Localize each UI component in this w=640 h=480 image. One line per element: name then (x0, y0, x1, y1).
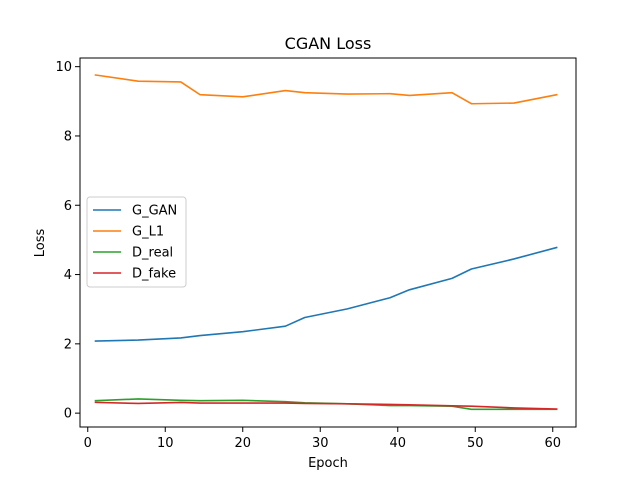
chart-title: CGAN Loss (285, 34, 372, 53)
y-axis-label: Loss (33, 229, 48, 258)
legend-label: G_L1 (132, 225, 164, 240)
plot-frame (79, 57, 577, 428)
y-tick-label: 6 (64, 199, 72, 214)
y-tick-label: 4 (64, 268, 72, 283)
legend-box (86, 196, 187, 288)
series-line-d-fake (94, 401, 558, 410)
legend-label: D_fake (132, 267, 176, 282)
x-tick-label: 30 (312, 436, 329, 451)
series-line-g-gan (94, 246, 558, 342)
y-axis: 0 2 4 6 8 10 (55, 60, 80, 422)
x-tick-label: 10 (157, 436, 174, 451)
y-tick-label: 2 (64, 337, 72, 352)
y-tick-label: 10 (55, 60, 72, 75)
series-line-g-l1 (94, 74, 558, 105)
x-tick-label: 40 (389, 436, 406, 451)
x-tick-label: 0 (84, 436, 92, 451)
legend-label: D_real (132, 246, 173, 261)
y-tick-label: 8 (64, 129, 72, 144)
x-tick-label: 50 (467, 436, 484, 451)
x-axis: 0 10 20 30 40 50 60 (84, 427, 561, 451)
legend: G_GAN G_L1 D_real D_fake (86, 196, 187, 288)
series-layer (94, 74, 558, 411)
x-axis-label: Epoch (308, 456, 348, 471)
y-tick-label: 0 (64, 407, 72, 422)
x-tick-label: 60 (544, 436, 561, 451)
x-tick-label: 20 (234, 436, 251, 451)
legend-label: G_GAN (132, 204, 177, 219)
